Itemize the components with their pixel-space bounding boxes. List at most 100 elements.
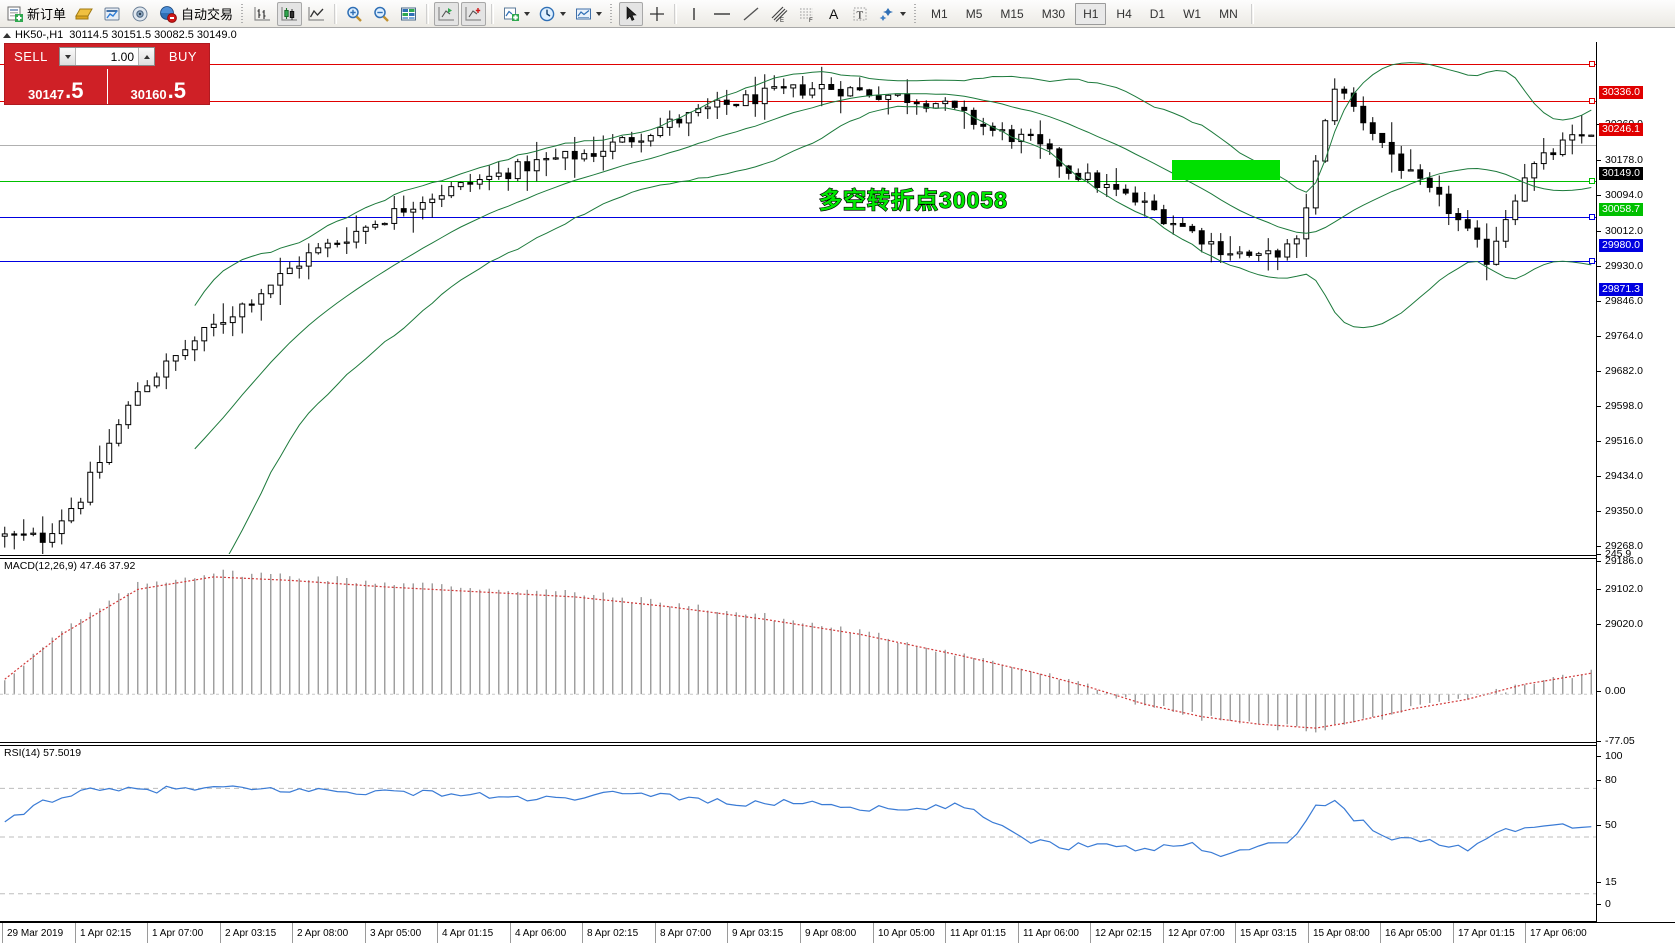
level-handle-30336[interactable] (1589, 61, 1595, 67)
time-axis-divider (1163, 923, 1164, 943)
toolbar-grip[interactable] (240, 3, 247, 24)
time-axis-label-12: 10 Apr 05:00 (878, 928, 935, 939)
timeframe-m1[interactable]: M1 (931, 6, 948, 21)
level-handle-30246[interactable] (1589, 98, 1595, 104)
rsi-axis-label-0: 100 (1605, 750, 1623, 762)
level-line-30149[interactable] (0, 145, 1596, 146)
toolbar-grip-3[interactable] (913, 3, 920, 24)
toolbar-separator-3 (491, 3, 495, 24)
volume-increase-button[interactable] (138, 48, 154, 65)
level-line-30336[interactable] (0, 64, 1596, 65)
price-candlestick-series (1, 62, 1595, 554)
text-icon[interactable]: A (822, 2, 846, 26)
svg-text:A: A (829, 6, 839, 22)
time-axis-label-18: 15 Apr 08:00 (1313, 928, 1370, 939)
time-axis-divider (582, 923, 583, 943)
one-click-trading-panel[interactable]: SELL 1.00 BUY 30147 .5 (4, 43, 210, 105)
crosshair-icon[interactable] (645, 2, 669, 26)
volume-decrease-button[interactable] (60, 48, 76, 65)
profiles-icon[interactable] (71, 2, 97, 26)
time-axis-divider (437, 923, 438, 943)
sell-button[interactable]: SELL (14, 49, 48, 64)
timeframe-h4[interactable]: H4 (1116, 6, 1132, 21)
macd-axis-label-1: 0.00 (1605, 685, 1626, 697)
time-axis-label-9: 8 Apr 07:00 (660, 928, 712, 939)
vline-icon[interactable] (682, 2, 706, 26)
timeframe-mn[interactable]: MN (1219, 6, 1238, 21)
data-window-icon[interactable] (396, 2, 421, 26)
price-axis-label-30178-0: 30178.0 (1605, 154, 1643, 166)
objects-icon[interactable] (874, 2, 909, 26)
level-line-30058[interactable] (0, 181, 1596, 182)
market-watch-icon[interactable] (99, 2, 125, 26)
fibonacci-icon[interactable]: F (794, 2, 820, 26)
time-axis-divider (292, 923, 293, 943)
new-order-button[interactable]: 新订单 (3, 2, 69, 26)
time-axis[interactable]: 29 Mar 2019 1 Apr 02:15 1 Apr 07:00 2 Apr 0… (0, 922, 1675, 943)
toolbar-grip-2[interactable] (609, 3, 616, 24)
timeframe-d1[interactable]: D1 (1149, 6, 1166, 21)
timeframe-m15[interactable]: M15 (1000, 6, 1024, 21)
volume-stepper[interactable]: 1.00 (59, 47, 155, 66)
trendline-icon[interactable] (738, 2, 764, 26)
level-line-29980[interactable] (0, 217, 1596, 218)
level-handle-29871[interactable] (1589, 258, 1595, 264)
macd-separator-top2 (0, 558, 1596, 559)
level-handle-30058[interactable] (1589, 178, 1595, 184)
equidistant-channel-icon[interactable]: E (766, 2, 792, 26)
volume-input[interactable]: 1.00 (110, 49, 134, 64)
time-axis-label-10: 9 Apr 03:15 (732, 928, 784, 939)
chart-shift-icon[interactable] (434, 1, 460, 26)
timeframe-m5[interactable]: M5 (965, 6, 983, 21)
auto-scroll-icon[interactable] (461, 1, 487, 26)
timeframe-m30[interactable]: M30 (1041, 6, 1066, 21)
candlestick-chart-icon[interactable] (277, 1, 303, 26)
autotrading-icon[interactable]: 自动交易 (155, 2, 236, 26)
indicators-dropdown-caret[interactable] (524, 11, 531, 16)
trend-up-icon (3, 32, 11, 38)
buy-button[interactable]: BUY (168, 49, 198, 64)
buy-price[interactable]: 30160 .5 (108, 69, 210, 104)
objects-dropdown-caret[interactable] (900, 11, 907, 16)
price-axis-tick (1597, 511, 1601, 512)
timeframe-w1[interactable]: W1 (1183, 6, 1202, 21)
time-axis-divider (1018, 923, 1019, 943)
price-axis-chip-30336-0: 30336.0 (1599, 86, 1643, 99)
line-chart-icon[interactable] (304, 2, 329, 26)
zoom-out-icon[interactable] (369, 2, 394, 26)
chart-annotation-text[interactable]: 多空转折点30058 (818, 186, 1008, 213)
price-axis-tick (1597, 589, 1601, 590)
sell-price-fraction: .5 (65, 78, 84, 103)
rsi-axis-label-4: 0 (1605, 898, 1611, 910)
bar-chart-icon[interactable] (250, 2, 275, 26)
level-handle-29980[interactable] (1589, 214, 1595, 220)
text-label-icon[interactable]: T (848, 2, 872, 26)
time-axis-label-17: 15 Apr 03:15 (1240, 928, 1297, 939)
indicators-icon[interactable] (499, 2, 533, 26)
navigator-icon[interactable] (127, 2, 153, 26)
time-axis-divider (510, 923, 511, 943)
time-axis-label-21: 17 Apr 06:00 (1530, 928, 1587, 939)
time-axis-divider (220, 923, 221, 943)
level-line-29871[interactable] (0, 261, 1596, 262)
period-dropdown-caret[interactable] (560, 11, 567, 16)
timeframe-h1[interactable]: H1 (1075, 2, 1107, 25)
price-axis[interactable]: 30336.030260.030246.130178.030149.030094… (1596, 42, 1675, 922)
toolbar-separator-5 (1250, 3, 1254, 24)
hline-icon[interactable] (708, 2, 736, 26)
chart-plot-area[interactable]: 多空转折点30058 MACD(12,26,9) 47.46 37.92 RSI… (0, 42, 1596, 922)
templates-dropdown-caret[interactable] (596, 11, 603, 16)
highlight-rectangle[interactable] (1172, 160, 1280, 180)
price-axis-label-29846-0: 29846.0 (1605, 295, 1643, 307)
sell-price[interactable]: 30147 .5 (5, 69, 108, 104)
main-toolbar: 新订单 (0, 0, 1675, 28)
price-axis-tick (1597, 336, 1601, 337)
macd-title: MACD(12,26,9) 47.46 37.92 (4, 560, 136, 572)
period-icon[interactable] (535, 2, 569, 26)
cursor-icon[interactable] (619, 1, 644, 26)
price-axis-tick (1597, 266, 1601, 267)
templates-icon[interactable] (571, 2, 605, 26)
zoom-in-icon[interactable] (342, 2, 367, 26)
level-line-30246[interactable] (0, 101, 1596, 102)
